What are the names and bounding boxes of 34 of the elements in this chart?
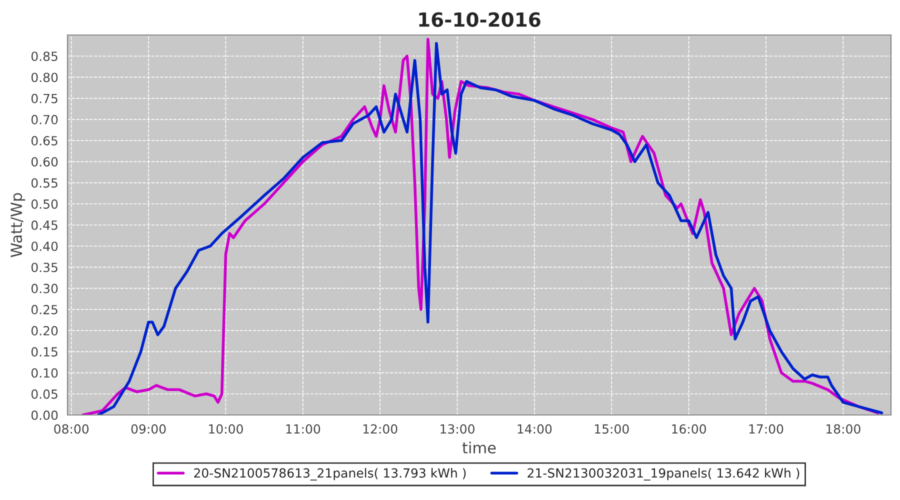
y-tick-label: 0.30 [31, 284, 58, 294]
y-tick-label: 0.55 [31, 178, 58, 188]
y-tick-label: 0.00 [31, 410, 58, 420]
y-tick-label: 0.25 [31, 304, 58, 314]
y-tick-label: 0.80 [31, 72, 58, 82]
y-tick-label: 0.60 [31, 157, 58, 167]
y-tick-label: 0.15 [31, 347, 58, 357]
x-tick-label: 18:00 [826, 424, 860, 434]
chart-title: 16-10-2016 [419, 12, 540, 27]
y-tick-label: 0.40 [31, 242, 58, 252]
legend-label: 20-SN2100578613_21panels( 13.793 kWh ) [194, 468, 466, 480]
x-tick-label: 11:00 [286, 424, 320, 434]
legend-label: 21-SN2130032031_19panels( 13.642 kWh ) [528, 468, 800, 480]
y-tick-label: 0.70 [31, 114, 58, 124]
x-tick-label: 14:00 [518, 424, 552, 434]
y-axis-title: Watt/Wp [10, 193, 26, 258]
y-tick-label: 0.10 [31, 368, 58, 378]
x-axis-title: time [462, 442, 496, 454]
x-tick-label: 09:00 [131, 424, 166, 434]
y-tick-label: 0.35 [31, 262, 58, 272]
y-tick-label: 0.05 [31, 389, 58, 399]
y-tick-label: 0.50 [31, 199, 58, 209]
x-tick-label: 10:00 [209, 424, 243, 434]
x-tick-label: 15:00 [594, 424, 629, 434]
x-tick-label: 12:00 [363, 424, 398, 434]
y-tick-label: 0.75 [31, 94, 58, 104]
y-tick-label: 0.45 [31, 220, 58, 230]
y-tick-label: 0.85 [31, 52, 58, 62]
x-tick-label: 17:00 [749, 424, 784, 434]
x-tick-label: 08:00 [54, 424, 89, 434]
y-tick-label: 0.20 [31, 326, 58, 336]
y-tick-label: 0.65 [31, 136, 58, 146]
x-tick-label: 13:00 [440, 424, 474, 434]
x-tick-label: 16:00 [672, 424, 706, 434]
